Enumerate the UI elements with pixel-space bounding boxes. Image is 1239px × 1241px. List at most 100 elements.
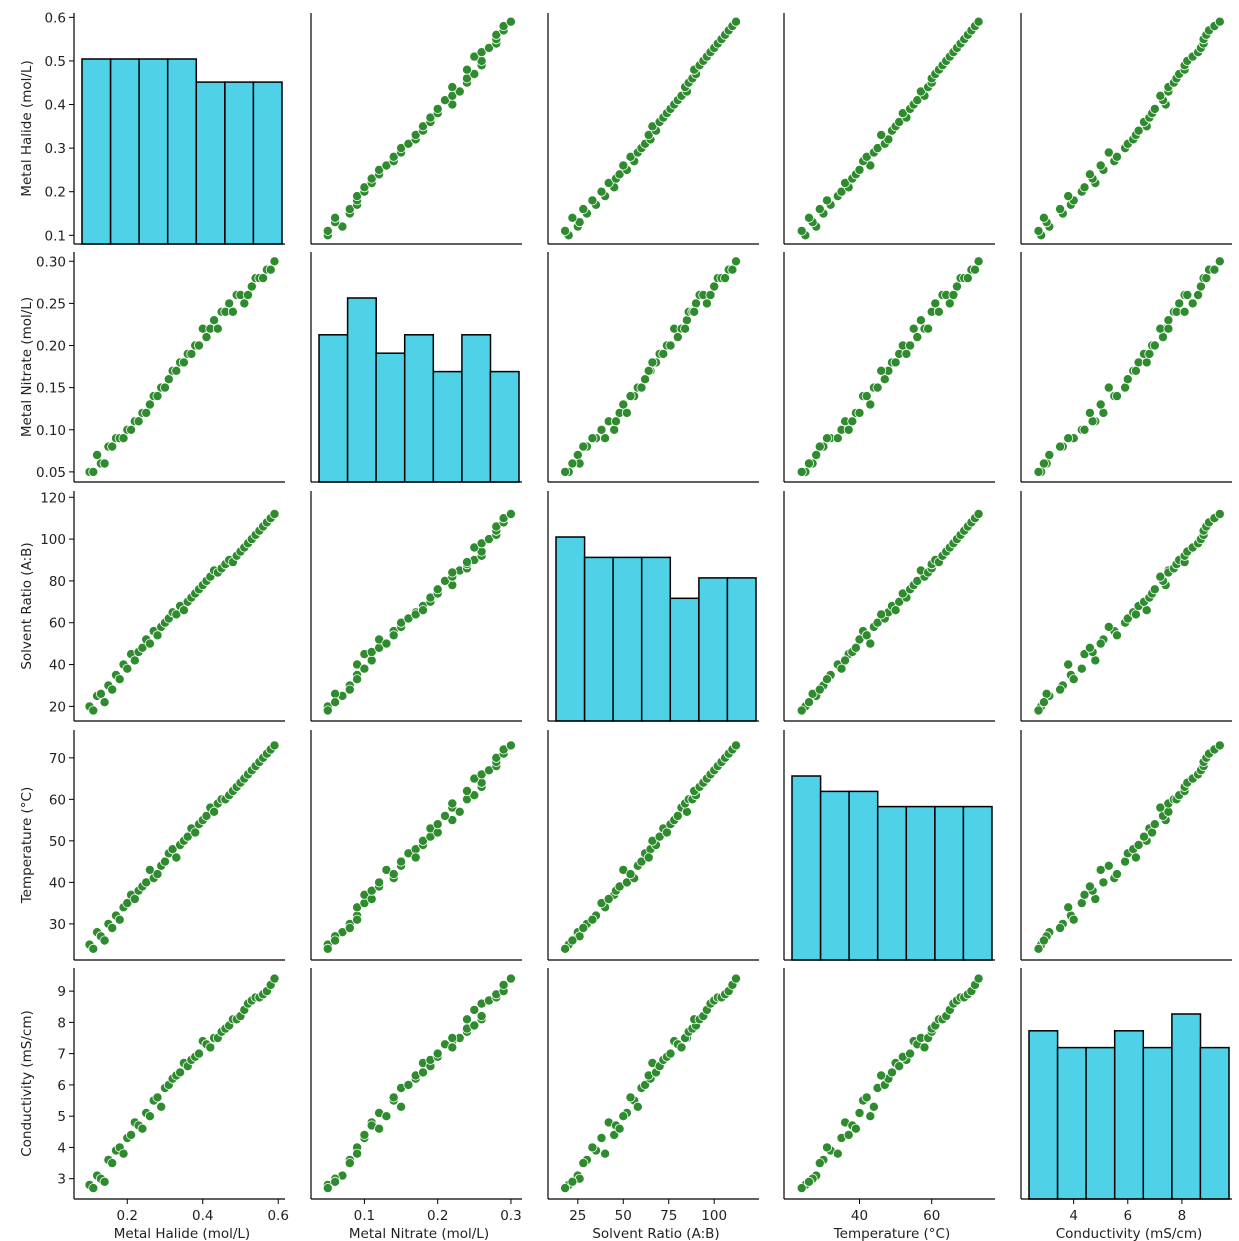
y-tick-label: 5 bbox=[57, 1109, 66, 1125]
scatter-point bbox=[1033, 943, 1044, 954]
scatter-point bbox=[731, 256, 742, 267]
scatter-point bbox=[483, 42, 494, 53]
scatter-point bbox=[603, 894, 614, 905]
scatter-point bbox=[239, 298, 250, 309]
scatter-point bbox=[381, 1111, 392, 1122]
scatter-point bbox=[246, 281, 257, 292]
scatter-point bbox=[567, 935, 578, 946]
scatter-point bbox=[861, 1092, 872, 1103]
panel-metal-halide-mol-l-vs-solvent-ratio-a-b bbox=[547, 13, 759, 245]
scatter-point bbox=[1141, 357, 1152, 368]
scatter-point bbox=[850, 1123, 861, 1134]
scatter-point bbox=[861, 630, 872, 641]
scatter-point bbox=[890, 605, 901, 616]
scatter-point bbox=[1149, 819, 1160, 830]
scatter-point bbox=[126, 424, 137, 435]
scatter-point bbox=[643, 365, 654, 376]
histogram-bar bbox=[934, 805, 965, 961]
scatter-point bbox=[804, 458, 815, 469]
scatter-point bbox=[731, 973, 742, 984]
histogram-bar bbox=[138, 58, 169, 245]
scatter-point bbox=[567, 458, 578, 469]
scatter-point bbox=[1149, 340, 1160, 351]
scatter-point bbox=[1155, 90, 1166, 101]
scatter-point bbox=[447, 798, 458, 809]
scatter-point bbox=[209, 315, 220, 326]
scatter-point bbox=[609, 424, 620, 435]
scatter-point bbox=[796, 1183, 807, 1194]
scatter-point bbox=[344, 684, 355, 695]
scatter-point bbox=[1133, 840, 1144, 851]
scatter-point bbox=[1038, 935, 1049, 946]
scatter-point bbox=[1076, 663, 1087, 674]
scatter-point bbox=[118, 433, 129, 444]
scatter-point bbox=[144, 638, 155, 649]
scatter-point bbox=[322, 1183, 333, 1194]
x-tick-label: 0.2 bbox=[427, 1208, 448, 1224]
scatter-point bbox=[658, 348, 669, 359]
y-tick-label: 7 bbox=[57, 1047, 66, 1063]
scatter-point bbox=[621, 407, 632, 418]
scatter-point bbox=[890, 357, 901, 368]
scatter-point bbox=[1095, 399, 1106, 410]
y-tick-label: 9 bbox=[57, 984, 66, 1000]
scatter-point bbox=[469, 1004, 480, 1015]
scatter-point bbox=[171, 852, 182, 863]
scatter-point bbox=[1147, 827, 1158, 838]
histogram-bar bbox=[166, 58, 198, 245]
scatter-point bbox=[1112, 630, 1123, 641]
scatter-point bbox=[1149, 584, 1160, 595]
y-tick-label: 100 bbox=[40, 532, 66, 548]
scatter-point bbox=[447, 567, 458, 578]
scatter-point bbox=[973, 16, 984, 27]
histogram-bar bbox=[461, 334, 492, 483]
x-tick-label: 50 bbox=[615, 1208, 632, 1224]
scatter-point bbox=[973, 973, 984, 984]
scatter-point bbox=[417, 1067, 428, 1078]
scatter-point bbox=[1076, 898, 1087, 909]
histogram-bar bbox=[1171, 1013, 1202, 1200]
scatter-point bbox=[1163, 323, 1174, 334]
scatter-point bbox=[618, 160, 629, 171]
scatter-point bbox=[461, 557, 472, 568]
scatter-point bbox=[330, 935, 341, 946]
scatter-point bbox=[1079, 424, 1090, 435]
scatter-point bbox=[396, 856, 407, 867]
scatter-point bbox=[1068, 674, 1079, 685]
scatter-point bbox=[107, 923, 118, 934]
y-tick-label: 6 bbox=[57, 1078, 66, 1094]
scatter-point bbox=[476, 1011, 487, 1022]
scatter-point bbox=[603, 177, 614, 188]
scatter-point bbox=[498, 21, 509, 32]
scatter-point bbox=[665, 340, 676, 351]
scatter-point bbox=[1201, 273, 1212, 284]
y-tick-label: 0.10 bbox=[36, 423, 66, 439]
scatter-point bbox=[344, 923, 355, 934]
scatter-point bbox=[447, 1042, 458, 1053]
y-tick-label: 0.4 bbox=[45, 98, 66, 114]
scatter-point bbox=[1214, 508, 1225, 519]
scatter-point bbox=[1041, 688, 1052, 699]
scatter-point bbox=[454, 86, 465, 97]
scatter-point bbox=[854, 164, 865, 175]
scatter-point bbox=[1038, 458, 1049, 469]
scatter-point bbox=[1139, 831, 1150, 842]
scatter-point bbox=[625, 151, 636, 162]
scatter-point bbox=[1130, 365, 1141, 376]
y-tick-label: 70 bbox=[49, 751, 66, 767]
scatter-point bbox=[141, 877, 152, 888]
scatter-point bbox=[432, 584, 443, 595]
scatter-point bbox=[840, 177, 851, 188]
x-tick-label: 0.6 bbox=[267, 1208, 288, 1224]
scatter-point bbox=[1103, 382, 1114, 393]
scatter-point bbox=[322, 225, 333, 236]
scatter-point bbox=[691, 298, 702, 309]
scatter-point bbox=[88, 466, 99, 477]
scatter-point bbox=[1120, 382, 1131, 393]
scatter-point bbox=[643, 129, 654, 140]
scatter-point bbox=[374, 164, 385, 175]
scatter-point bbox=[469, 51, 480, 62]
scatter-point bbox=[970, 264, 981, 275]
scatter-point bbox=[352, 674, 363, 685]
